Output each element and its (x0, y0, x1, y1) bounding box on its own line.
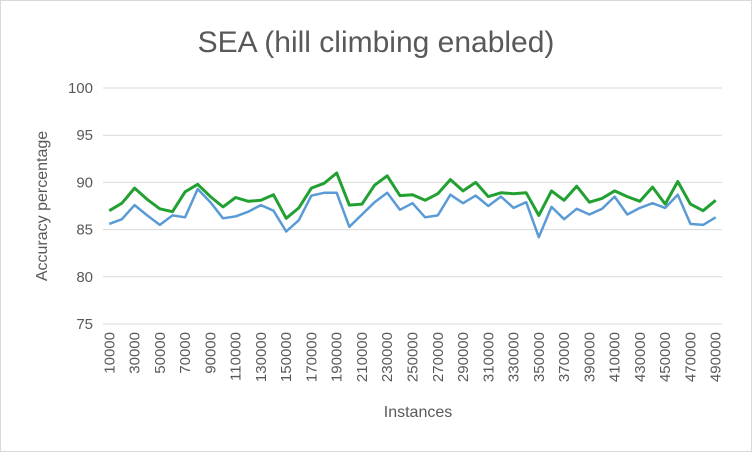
x-tick-label: 30000 (127, 332, 144, 374)
x-tick-label: 290000 (455, 332, 472, 382)
x-tick-label: 230000 (379, 332, 396, 382)
y-tick-label: 90 (76, 174, 93, 191)
x-tick-label: 210000 (354, 332, 371, 382)
x-tick-label: 90000 (202, 332, 219, 374)
series-line-1 (108, 187, 717, 239)
series-group (108, 171, 717, 239)
x-tick-label: 170000 (303, 332, 320, 382)
x-tick-label: 70000 (177, 332, 194, 374)
x-tick-label: 370000 (556, 332, 573, 382)
y-tick-label: 80 (76, 269, 93, 286)
x-axis-ticks: 10000 30000 50000 70000 90000 110000 130000 150… (101, 332, 724, 382)
x-tick-label: 130000 (253, 332, 270, 382)
x-tick-label: 150000 (278, 332, 295, 382)
y-tick-label: 75 (76, 316, 93, 333)
x-tick-label: 350000 (531, 332, 548, 382)
series-line-2 (108, 171, 717, 220)
x-tick-label: 430000 (632, 332, 649, 382)
x-tick-label: 410000 (607, 332, 624, 382)
x-tick-label: 470000 (682, 332, 699, 382)
y-tick-label: 95 (76, 127, 93, 144)
x-tick-label: 490000 (708, 332, 725, 382)
x-tick-label: 10000 (101, 332, 118, 374)
x-tick-label: 50000 (152, 332, 169, 374)
x-axis-label: Instances (384, 404, 452, 421)
x-tick-label: 450000 (657, 332, 674, 382)
x-tick-label: 110000 (228, 332, 245, 381)
x-tick-label: 330000 (506, 332, 523, 382)
x-tick-label: 390000 (581, 332, 598, 382)
x-tick-label: 190000 (329, 332, 346, 382)
gridlines (103, 87, 722, 325)
chart-title: SEA (hill climbing enabled) (198, 26, 555, 59)
x-tick-label: 270000 (430, 332, 447, 382)
y-axis-ticks: 75 80 85 90 95 100 (68, 80, 93, 333)
y-tick-label: 100 (68, 80, 93, 97)
x-tick-label: 250000 (405, 332, 422, 382)
y-axis-label: Accuracy percentage (34, 131, 51, 281)
x-tick-label: 310000 (480, 332, 497, 382)
y-tick-label: 85 (76, 222, 93, 239)
